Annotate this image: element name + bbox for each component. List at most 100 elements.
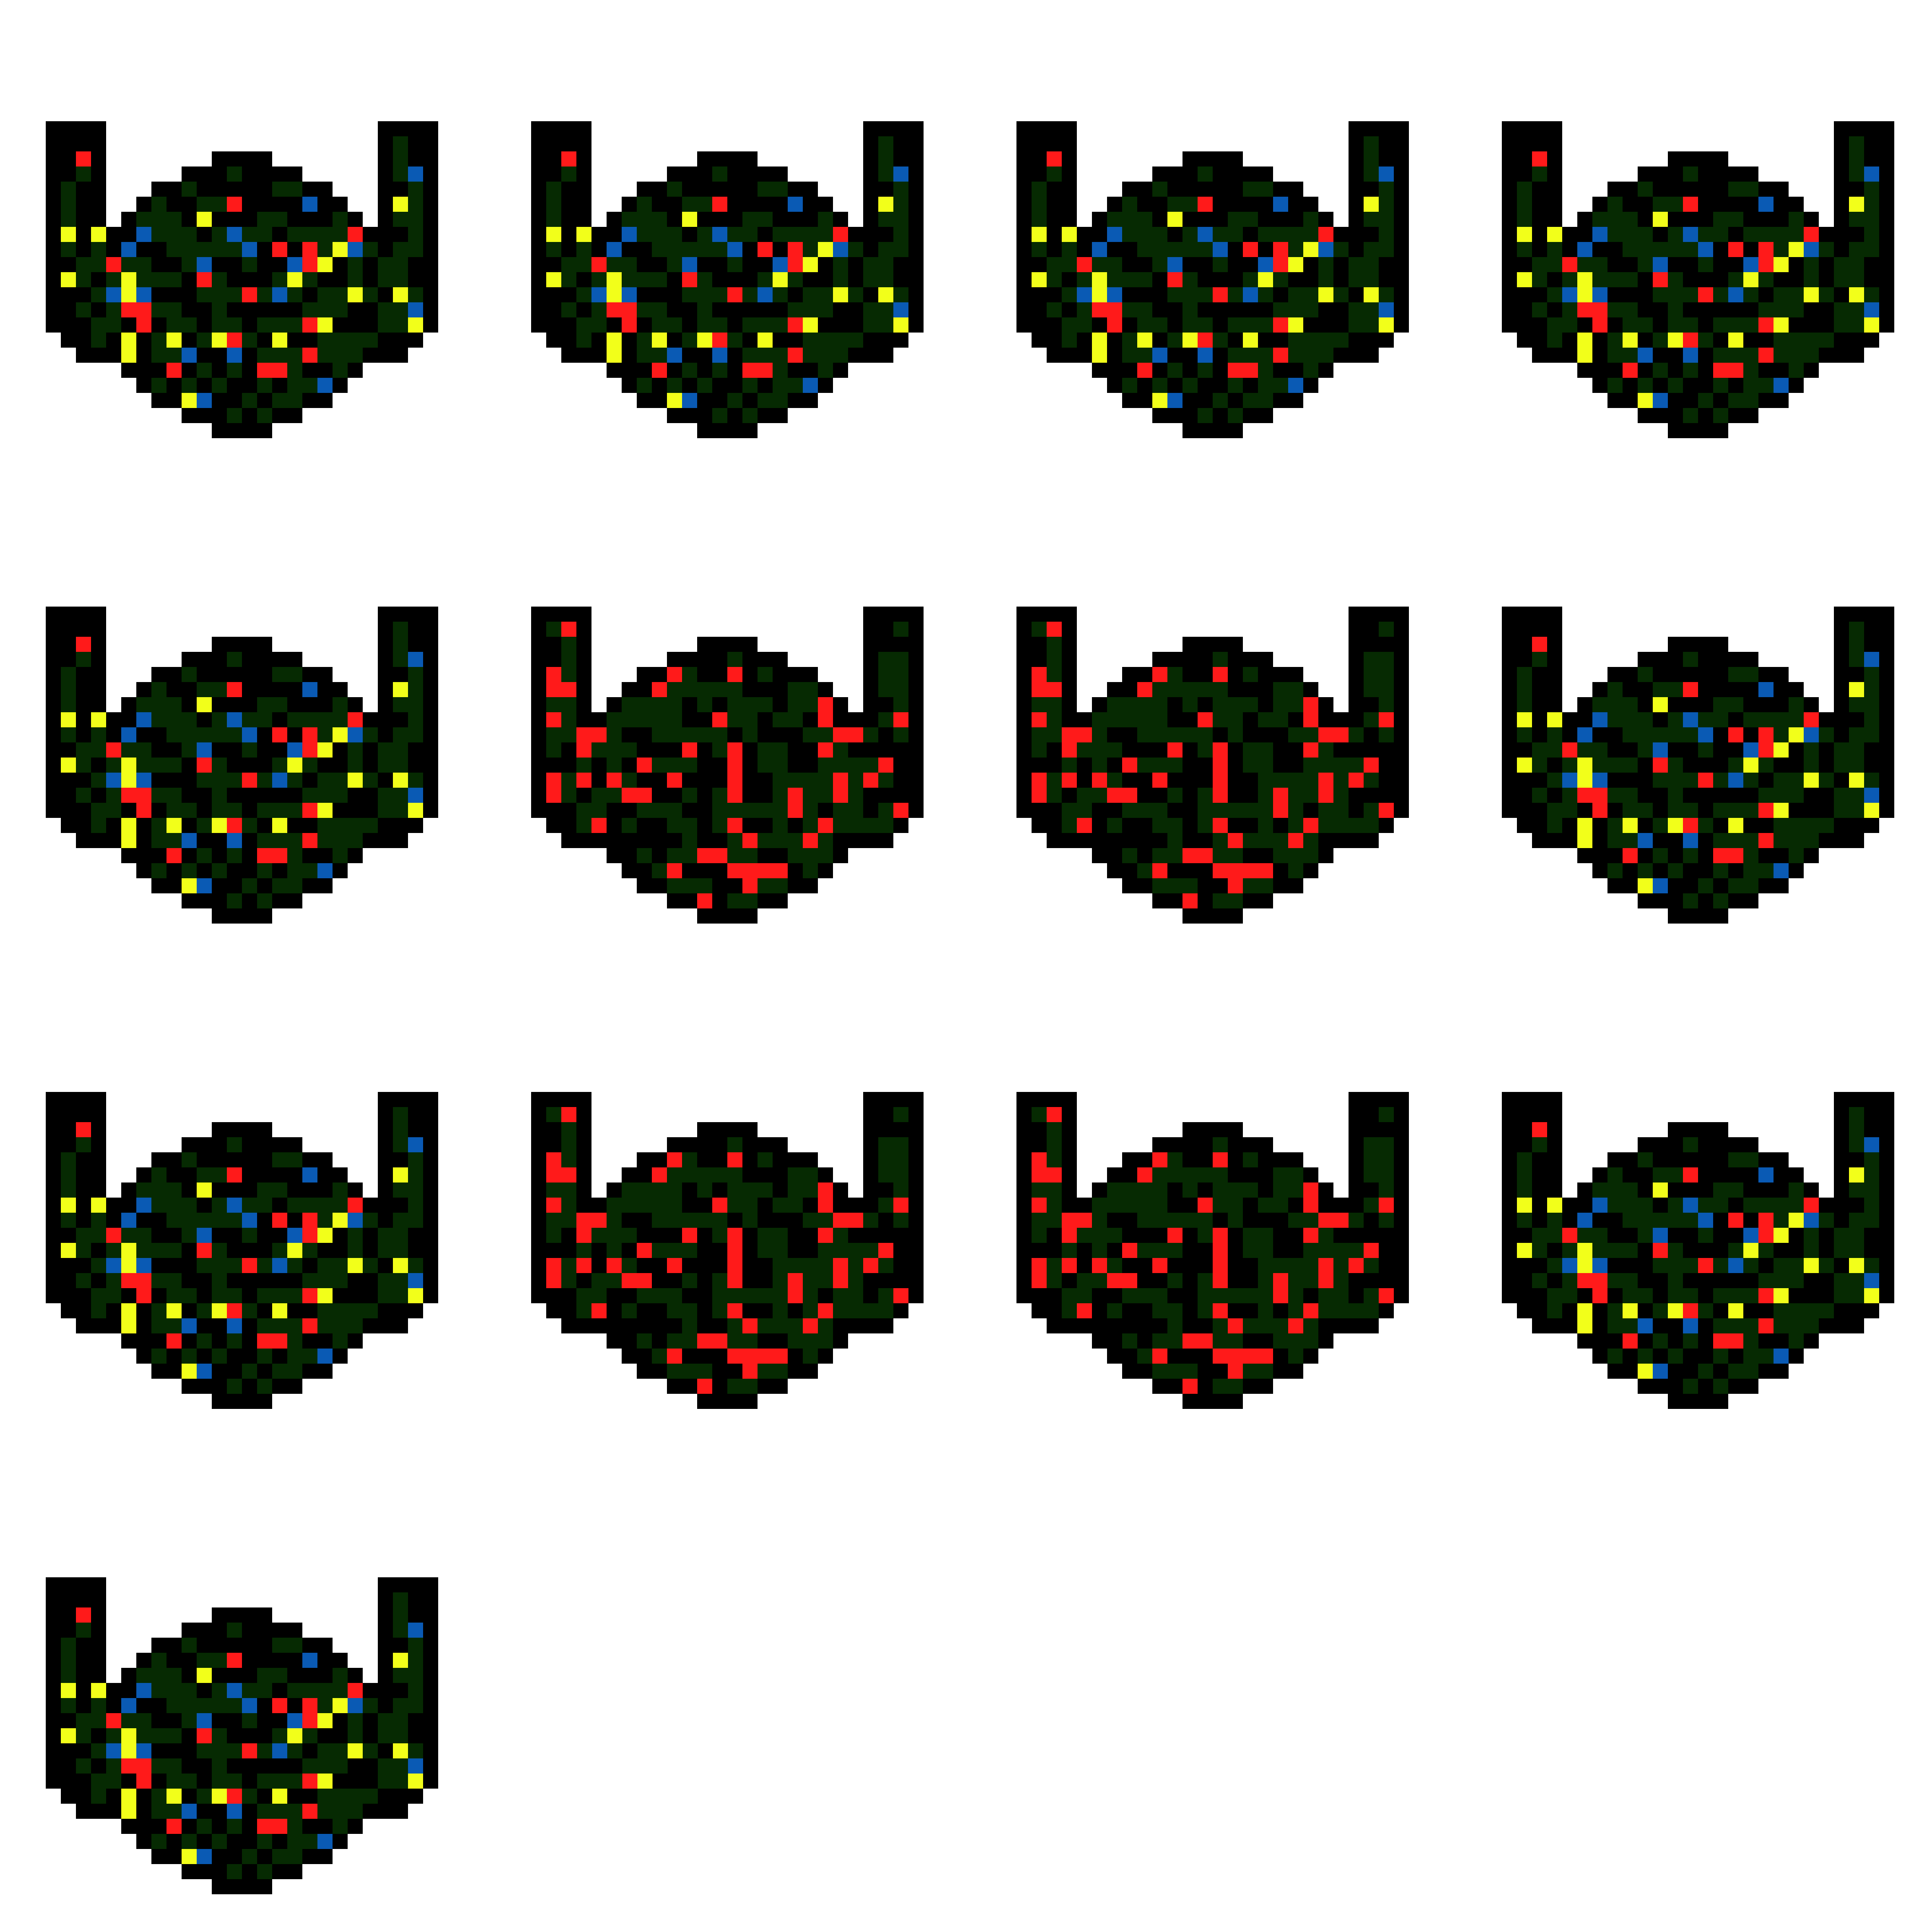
outline-pixel [1547,833,1562,848]
pixel [91,1713,106,1728]
pixel [363,333,378,348]
outline-pixel [1032,121,1047,136]
pixel [227,1243,242,1258]
pixel [61,1683,76,1698]
outline-pixel [423,1638,438,1653]
outline-pixel [1364,348,1379,363]
pixel [1152,302,1167,317]
pixel [61,167,76,182]
pixel [1303,848,1318,863]
outline-pixel [712,637,727,652]
outline-pixel [1062,1122,1077,1137]
outline-pixel [1016,1198,1032,1213]
pixel [227,1288,242,1303]
pixel [1303,712,1318,727]
pixel [182,257,197,272]
outline-pixel [1758,667,1774,682]
pixel [1668,333,1683,348]
pixel [393,1683,408,1698]
outline-pixel [46,682,61,697]
pixel [1668,317,1683,333]
outline-pixel [1713,423,1728,438]
pixel [727,863,742,878]
pixel [1532,317,1547,333]
pixel [1804,272,1819,287]
pixel [667,682,682,697]
pixel [1047,242,1062,257]
pixel [591,302,607,317]
pixel [833,758,848,773]
pixel [1198,393,1213,408]
outline-pixel [1016,1122,1032,1137]
pixel [758,317,773,333]
pixel [1653,212,1668,227]
pixel [61,788,76,803]
outline-pixel [803,1152,818,1167]
pixel [182,1243,197,1258]
pixel [393,652,408,667]
pixel [1623,1213,1638,1228]
pixel [182,1198,197,1213]
pixel [287,863,302,878]
pixel [1122,1243,1137,1258]
outline-pixel [1532,1318,1547,1333]
pixel [363,1258,378,1273]
pixel [1213,408,1228,423]
pixel [1122,242,1137,257]
pixel [1228,348,1243,363]
pixel [1607,1349,1623,1364]
outline-pixel [1228,1122,1243,1137]
pixel [1698,242,1713,257]
pixel [182,848,197,863]
pixel [878,317,893,333]
pixel [1092,348,1107,363]
pixel [682,1243,697,1258]
pixel [1864,287,1879,302]
pixel [1213,1288,1228,1303]
pixel [106,242,121,257]
pixel [682,712,697,727]
pixel [1258,363,1273,378]
pixel [136,1728,151,1743]
pixel [348,302,363,317]
pixel [697,363,712,378]
pixel [637,1198,652,1213]
outline-pixel [423,1152,438,1167]
outline-pixel [561,1092,576,1107]
pixel [607,1288,622,1303]
pixel [1364,803,1379,818]
pixel [1713,212,1728,227]
outline-pixel [212,637,227,652]
pixel [591,788,607,803]
pixel [1213,833,1228,848]
pixel [697,682,712,697]
outline-pixel [1683,423,1698,438]
pixel [257,833,272,848]
pixel [1273,1243,1288,1258]
pixel [1379,151,1394,167]
pixel [833,1243,848,1258]
outline-pixel [423,1728,438,1743]
pixel [712,348,727,363]
pixel [546,317,561,333]
pixel [546,302,561,317]
outline-pixel [1107,197,1122,212]
outline-pixel [908,1258,924,1273]
outline-pixel [393,833,408,848]
outline-pixel [46,1743,61,1758]
outline-pixel [378,136,393,151]
outline-pixel [1728,1379,1743,1394]
outline-pixel [591,712,607,727]
pixel [1183,803,1198,818]
pixel [1607,348,1623,363]
pixel [1364,333,1379,348]
pixel [1774,257,1789,272]
pixel [393,667,408,682]
pixel [682,788,697,803]
pixel [242,348,257,363]
pixel [576,712,591,727]
pixel [1683,848,1698,863]
outline-pixel [1349,1183,1364,1198]
outline-pixel [908,607,924,622]
pixel [1303,317,1318,333]
